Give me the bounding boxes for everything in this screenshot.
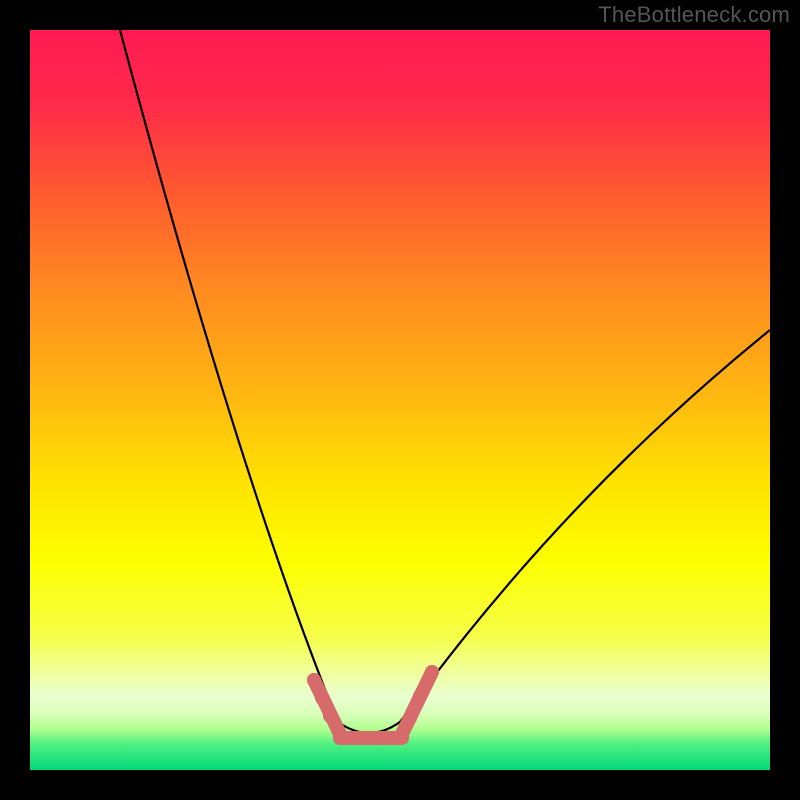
chart-stage: TheBottleneck.com	[0, 0, 800, 800]
valley-dot	[323, 709, 337, 723]
gradient-plot-area	[30, 30, 770, 770]
chart-svg	[0, 0, 800, 800]
valley-dot	[413, 689, 427, 703]
valley-dot	[307, 673, 321, 687]
valley-dot	[425, 665, 439, 679]
valley-dot	[395, 727, 409, 741]
valley-dot	[333, 731, 347, 745]
valley-dot	[315, 691, 329, 705]
valley-dot	[403, 711, 417, 725]
